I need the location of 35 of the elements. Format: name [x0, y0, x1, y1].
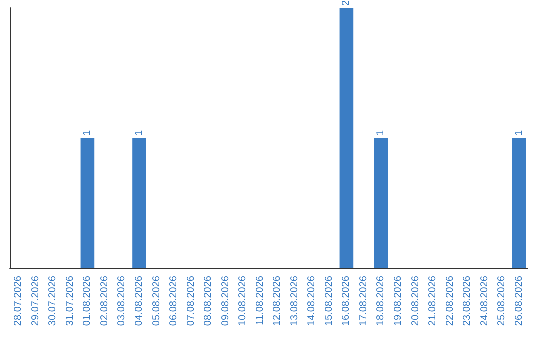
- x-tick-label: 21.08.2026: [428, 276, 439, 326]
- x-tick-label: 24.08.2026: [479, 276, 490, 326]
- x-tick-label: 26.08.2026: [514, 276, 525, 326]
- x-tick-label: 19.08.2026: [393, 276, 404, 326]
- x-tick-label: 25.08.2026: [496, 276, 508, 326]
- x-tick-label: 31.07.2026: [64, 276, 76, 326]
- x-tick-label: 03.08.2026: [116, 276, 128, 326]
- x-tick-label: 07.08.2026: [186, 276, 197, 326]
- x-tick-label: 09.08.2026: [220, 276, 232, 326]
- data-label: 1: [376, 130, 387, 136]
- x-tick-label: 01.08.2026: [82, 276, 94, 326]
- x-tick-label: 28.07.2026: [13, 276, 24, 326]
- x-tick-label: 17.08.2026: [358, 276, 370, 326]
- x-tick-label: 08.08.2026: [203, 276, 214, 326]
- x-tick-label: 12.08.2026: [272, 276, 284, 326]
- x-tick-label: 02.08.2026: [99, 276, 110, 326]
- x-tick-label: 15.08.2026: [324, 276, 335, 326]
- x-tick-label: 30.07.2026: [48, 276, 59, 326]
- x-tick-label: 11.08.2026: [254, 276, 266, 326]
- data-label: 1: [82, 130, 94, 136]
- x-tick-label: 10.08.2026: [238, 276, 249, 326]
- x-tick-label: 14.08.2026: [306, 276, 318, 326]
- x-tick-label: 23.08.2026: [462, 276, 474, 326]
- data-label: 1: [134, 130, 145, 136]
- data-label: 2: [341, 0, 352, 6]
- x-tick-label: 05.08.2026: [151, 276, 162, 326]
- x-tick-label: 20.08.2026: [410, 276, 422, 326]
- x-tick-label: 04.08.2026: [134, 276, 145, 326]
- x-tick-label: 18.08.2026: [376, 276, 387, 326]
- x-tick-label: 16.08.2026: [341, 276, 352, 326]
- x-tick-label: 13.08.2026: [289, 276, 300, 326]
- x-tick-label: 06.08.2026: [168, 276, 180, 326]
- data-label: 1: [514, 130, 525, 136]
- x-tick-label: 29.07.2026: [30, 276, 42, 326]
- x-tick-label: 22.08.2026: [444, 276, 456, 326]
